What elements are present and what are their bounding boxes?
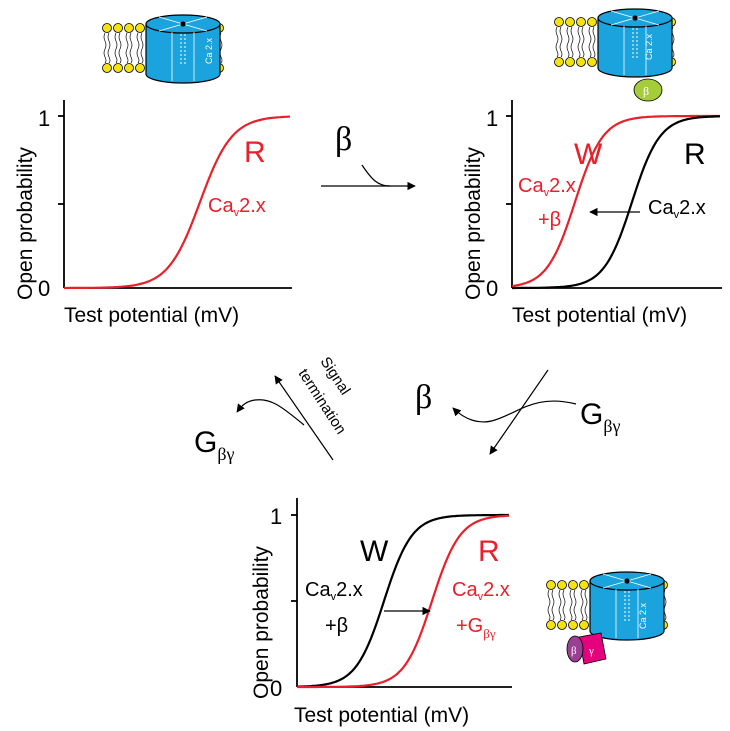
y-tick-1: 1 bbox=[486, 106, 498, 131]
beta-subunit-green bbox=[633, 78, 663, 102]
label-plus-gbg-red: +Gβγ bbox=[456, 615, 496, 641]
y-axis-label: Open probability bbox=[14, 147, 37, 300]
y-axis-label: Open probability bbox=[462, 147, 485, 300]
gbg-label-left: Gβγ bbox=[194, 426, 235, 464]
channel-label: Ca 2.x bbox=[638, 602, 648, 629]
label-cav-beta-red: Cav2.x bbox=[518, 175, 576, 199]
channel-label: Ca 2.x bbox=[644, 33, 654, 60]
beta-label-top: β bbox=[335, 121, 352, 158]
channel-illustration-top-right: Ca 2.x β bbox=[555, 8, 676, 102]
state-R: R bbox=[478, 535, 500, 568]
label-cav-black: Cav2.x bbox=[305, 579, 363, 603]
y-tick-0: 0 bbox=[486, 276, 498, 301]
y-tick-1: 1 bbox=[270, 504, 282, 529]
state-R: R bbox=[244, 136, 266, 169]
plot-top-right: 1 0 Open probability Test potential (mV)… bbox=[462, 100, 722, 327]
x-axis-label: Test potential (mV) bbox=[64, 304, 239, 327]
beta-label-mid: β bbox=[415, 379, 432, 416]
beta-subunit-label: β bbox=[643, 84, 649, 98]
plot-top-left: 1 0 Open probability Test potential (mV)… bbox=[14, 100, 292, 327]
y-tick-1: 1 bbox=[38, 106, 50, 131]
label-cav-black: Cav2.x bbox=[648, 197, 706, 221]
gbg-label-right: Gβγ bbox=[580, 398, 621, 436]
beta-binding-arrow: β bbox=[321, 121, 416, 191]
label-plus-beta-black: +β bbox=[325, 615, 348, 637]
x-axis-label: Test potential (mV) bbox=[294, 704, 469, 727]
channel-illustration-top-left: Ca 2.x bbox=[103, 14, 224, 84]
label-plus-beta-red: +β bbox=[538, 209, 561, 231]
channel-illustration-bottom-right: Ca 2.x β γ bbox=[547, 571, 668, 665]
y-axis-label: Open probability bbox=[250, 546, 273, 699]
curve-red bbox=[511, 114, 720, 288]
gbg-subunit: β γ bbox=[566, 632, 607, 665]
state-W: W bbox=[574, 138, 603, 171]
beta-subunit-label: β bbox=[571, 645, 577, 657]
gamma-subunit-label: γ bbox=[588, 645, 594, 657]
signal-termination-arrows: Signal termination Gβγ bbox=[194, 354, 354, 464]
label-cav-red: Cav2.x bbox=[208, 195, 266, 219]
label-cav-gbg-red: Cav2.x bbox=[452, 579, 510, 603]
y-tick-0: 0 bbox=[270, 676, 282, 701]
y-tick-0: 0 bbox=[38, 276, 50, 301]
curve-black bbox=[512, 115, 721, 290]
gbg-binding-arrows: β Gβγ bbox=[415, 369, 621, 455]
curve-red bbox=[297, 514, 510, 689]
x-axis-label: Test potential (mV) bbox=[512, 304, 687, 327]
curve-red bbox=[64, 115, 291, 290]
state-R: R bbox=[684, 138, 706, 171]
plot-bottom: 1 0 Open probability Test potential (mV)… bbox=[250, 498, 512, 727]
state-W: W bbox=[360, 535, 389, 568]
channel-label: Ca 2.x bbox=[204, 37, 214, 64]
curve-black bbox=[296, 513, 509, 688]
